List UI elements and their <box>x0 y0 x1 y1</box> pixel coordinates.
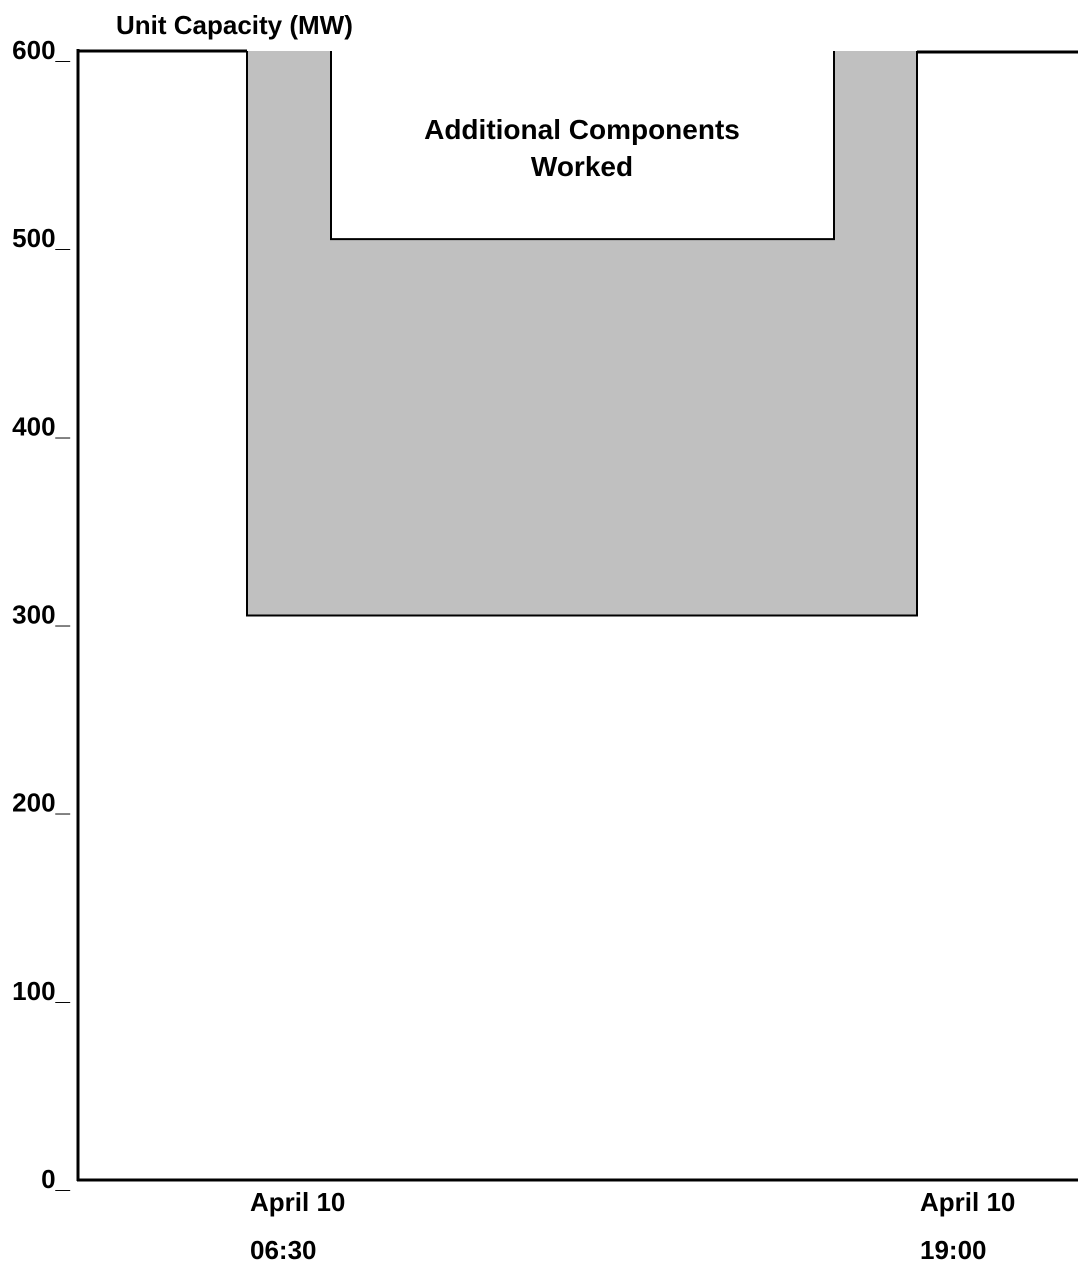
y-tick-label: 300_ <box>12 600 70 630</box>
y-tick-label: 400_ <box>12 411 70 441</box>
capacity-line-outage <box>246 51 918 617</box>
x-axis-ticks: April 10 06:30 April 10 19:00 <box>250 1187 1015 1265</box>
additional-work-border <box>330 51 835 241</box>
y-tick-label: 0_ <box>41 1164 70 1194</box>
annotation-line-2: Worked <box>531 151 633 182</box>
y-axis-ticks: 0_ 100_ 200_ 300_ 400_ 500_ 600_ <box>12 35 70 1194</box>
derated-area <box>247 51 917 616</box>
x-tick-time: 06:30 <box>250 1235 317 1265</box>
y-tick-label: 500_ <box>12 223 70 253</box>
y-tick-label: 100_ <box>12 976 70 1006</box>
plot-area <box>76 49 1078 1182</box>
chart-title: Unit Capacity (MW) <box>116 10 353 40</box>
x-tick-date: April 10 <box>920 1187 1015 1217</box>
annotation-line-1: Additional Components <box>424 114 740 145</box>
y-tick-label: 200_ <box>12 788 70 818</box>
y-tick-label: 600_ <box>12 35 70 65</box>
x-tick-time: 19:00 <box>920 1235 987 1265</box>
x-tick-date: April 10 <box>250 1187 345 1217</box>
